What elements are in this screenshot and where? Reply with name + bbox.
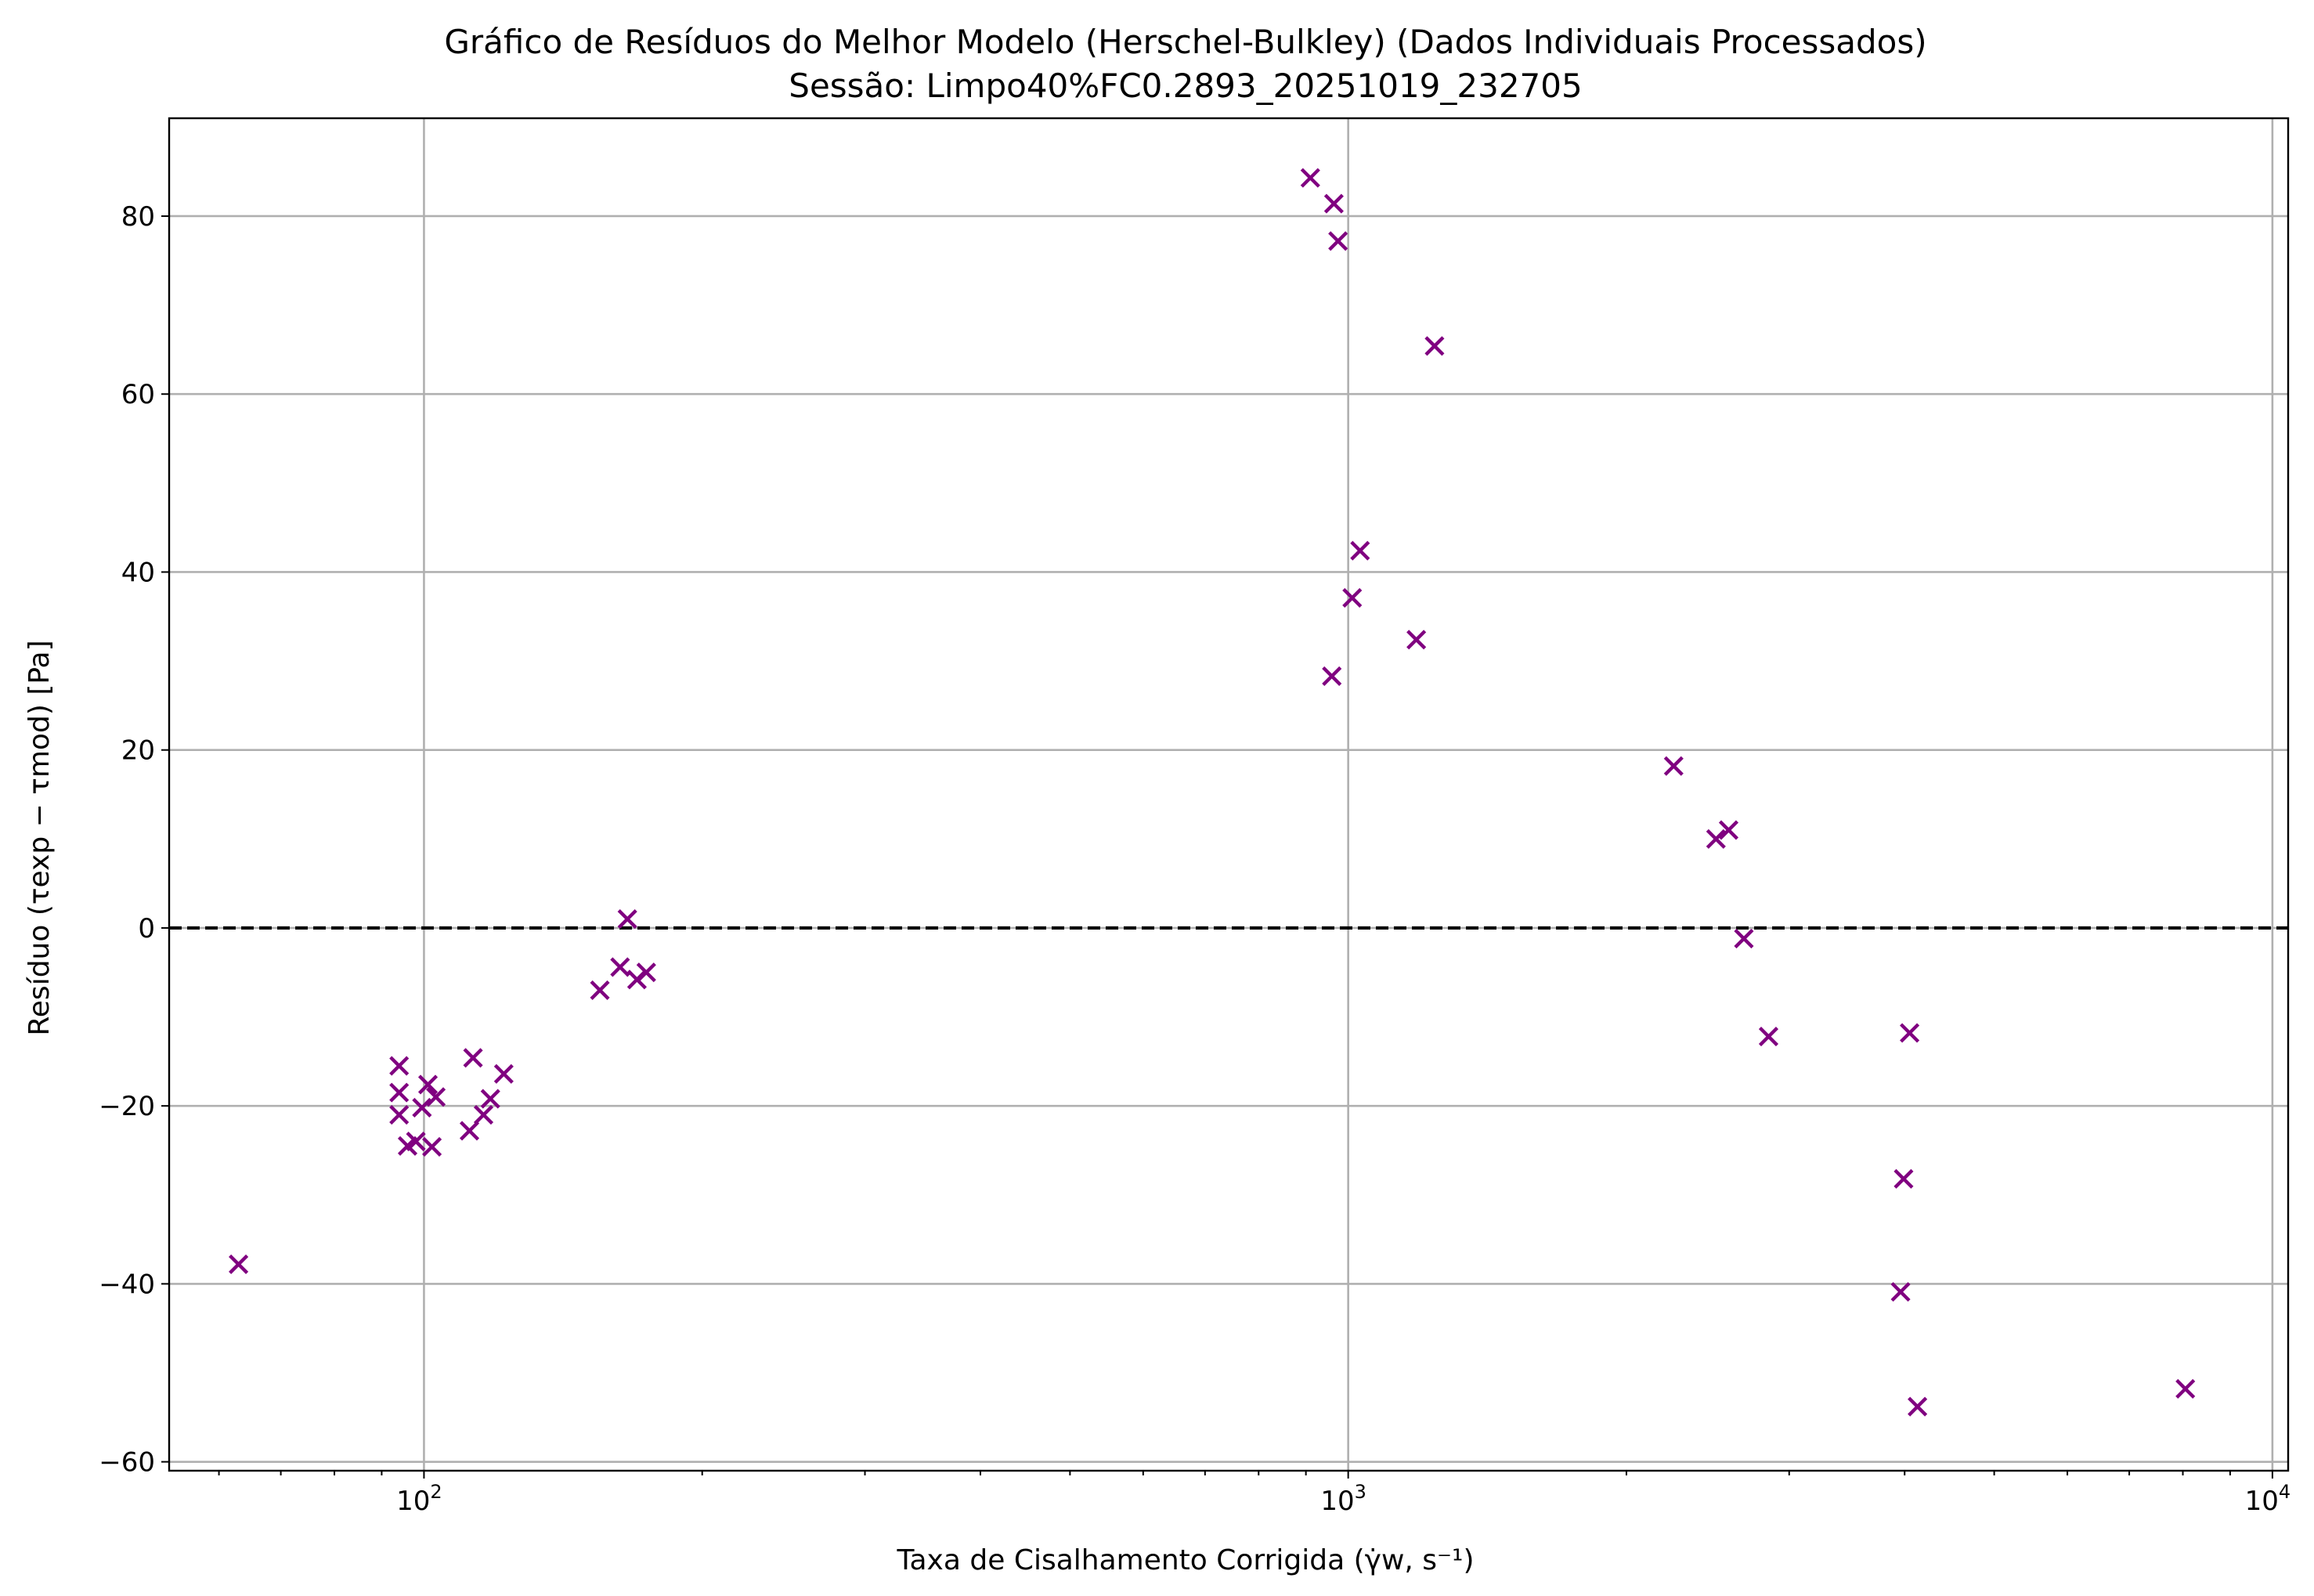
data-point [412, 1097, 432, 1118]
data-point [1300, 168, 1320, 188]
data-point [2175, 1378, 2196, 1399]
data-point [617, 909, 637, 930]
data-point [1893, 1168, 1914, 1189]
plot-frame [168, 117, 2290, 1472]
y-tick-label: 20 [121, 735, 155, 767]
data-point [1406, 630, 1427, 650]
y-tick-label: 0 [138, 913, 155, 944]
data-point [426, 1087, 446, 1107]
data-point [480, 1089, 500, 1109]
chart-title: Gráfico de Resíduos do Melhor Modelo (He… [444, 23, 1926, 61]
y-axis-label: Resíduo (τexp − τmod) [Pa] [23, 640, 56, 1035]
x-tick-label: 103 [1320, 1481, 1366, 1517]
data-point [1323, 193, 1344, 214]
data-point [1424, 336, 1445, 356]
y-tick-label: −20 [99, 1091, 155, 1122]
grid-lines [169, 118, 2288, 1471]
data-point [459, 1121, 480, 1141]
data-points [229, 168, 2196, 1417]
data-point [1350, 540, 1370, 561]
data-point [1328, 231, 1348, 251]
data-point [1890, 1282, 1911, 1302]
data-point [1706, 829, 1726, 849]
data-point [422, 1136, 442, 1157]
data-point [1758, 1026, 1779, 1047]
data-point [636, 962, 656, 983]
data-point [1322, 666, 1342, 686]
data-point [1734, 929, 1754, 949]
y-tick-label: 80 [121, 201, 155, 233]
y-axis-ticks: −60 −40 −20 0 20 40 60 80 [99, 201, 169, 1479]
data-point [417, 1074, 439, 1095]
y-tick-label: −40 [99, 1269, 155, 1300]
data-point [463, 1048, 483, 1068]
data-point [406, 1132, 426, 1152]
data-point [389, 1104, 410, 1125]
data-point [1900, 1023, 1920, 1043]
x-tick-label: 102 [396, 1481, 442, 1517]
data-point [1908, 1396, 1928, 1417]
y-tick-label: 40 [121, 557, 155, 588]
data-point [1663, 756, 1684, 776]
data-point [389, 1082, 410, 1103]
y-tick-label: 60 [121, 379, 155, 410]
data-point [493, 1063, 514, 1084]
x-axis-ticks: 102 103 104 [218, 1471, 2291, 1517]
data-point [229, 1254, 249, 1274]
x-tick-label: 104 [2245, 1481, 2291, 1517]
data-point [1718, 820, 1739, 840]
data-point [1342, 587, 1363, 608]
data-point [610, 957, 630, 977]
chart-subtitle: Sessão: Limpo40%FC0.2893_20251019_232705 [789, 67, 1582, 105]
data-point [389, 1056, 410, 1076]
y-tick-label: −60 [99, 1447, 155, 1479]
data-point [590, 980, 610, 1001]
data-point [473, 1104, 494, 1125]
x-axis-label: Taxa de Cisalhamento Corrigida (γ̇w, s⁻¹… [896, 1544, 1474, 1576]
